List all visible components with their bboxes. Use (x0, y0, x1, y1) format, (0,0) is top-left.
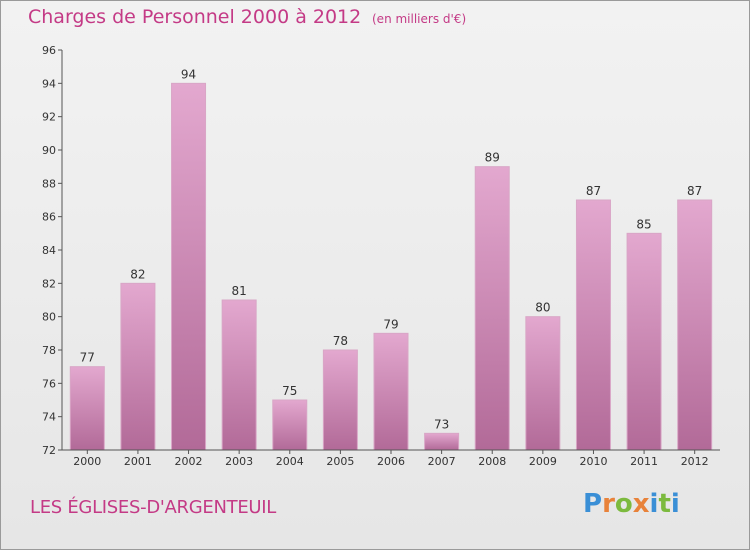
bar-2007 (424, 432, 460, 451)
x-tick-label-2004: 2004 (276, 455, 304, 468)
data-label-2009: 80 (535, 301, 550, 315)
y-tick-label: 82 (42, 277, 56, 290)
y-axis: 72 74 76 78 80 82 84 86 88 90 92 94 96 (42, 44, 63, 457)
bar-2012 (677, 199, 713, 451)
x-tick-label-2008: 2008 (478, 455, 506, 468)
y-tick-label: 88 (42, 177, 56, 190)
bar-2006 (373, 332, 409, 451)
logo-letter: r (602, 489, 615, 519)
x-tick-label-2011: 2011 (630, 455, 658, 468)
data-label-2005: 78 (333, 334, 348, 348)
bar-2000 (69, 366, 105, 451)
logo-letter: i (670, 489, 680, 519)
data-label-2002: 94 (181, 67, 196, 81)
place-name: LES ÉGLISES-D'ARGENTEUIL (30, 497, 277, 518)
data-label-2008: 89 (485, 151, 500, 165)
bar-2005 (322, 349, 358, 451)
logo-letter: i (649, 489, 659, 519)
x-tick-label-2001: 2001 (124, 455, 152, 468)
y-tick-label: 74 (42, 411, 56, 424)
data-label-2003: 81 (232, 284, 247, 298)
x-tick-label-2010: 2010 (579, 455, 607, 468)
bar-2003 (221, 299, 257, 451)
x-tick-label-2007: 2007 (428, 455, 456, 468)
y-tick-label: 96 (42, 44, 56, 57)
x-tick-label-2009: 2009 (529, 455, 557, 468)
data-label-2006: 79 (383, 317, 398, 331)
logo-letter: o (614, 489, 633, 519)
chart-title: Charges de Personnel 2000 à 2012 (28, 6, 362, 28)
x-tick-label-2006: 2006 (377, 455, 405, 468)
proxiti-logo[interactable]: Proxiti (583, 489, 680, 519)
bar-2004 (272, 399, 308, 451)
x-tick-label-2005: 2005 (326, 455, 354, 468)
y-tick-label: 80 (42, 311, 56, 324)
y-tick-label: 90 (42, 144, 56, 157)
data-label-2011: 85 (636, 217, 651, 231)
y-tick-label: 76 (42, 377, 56, 390)
y-tick-label: 94 (42, 77, 56, 90)
bar-series: 77 82 94 81 75 78 79 73 89 80 87 85 87 (69, 67, 713, 451)
x-tick-label-2003: 2003 (225, 455, 253, 468)
bar-2001 (120, 282, 156, 451)
y-tick-label: 86 (42, 211, 56, 224)
x-axis: 2000 2001 2002 2003 2004 2005 2006 2007 2008 2009… (62, 449, 720, 468)
y-tick-label: 84 (42, 244, 56, 257)
data-label-2000: 77 (80, 351, 95, 365)
x-tick-label-2002: 2002 (175, 455, 203, 468)
logo-letter: t (658, 489, 671, 519)
data-label-2010: 87 (586, 184, 601, 198)
bar-2002 (171, 82, 207, 451)
chart-subtitle: (en milliers d'€) (372, 12, 467, 26)
y-tick-label: 78 (42, 344, 56, 357)
logo-letter: x (632, 489, 650, 519)
data-label-2004: 75 (282, 384, 297, 398)
bar-2011 (626, 232, 662, 451)
bar-2010 (575, 199, 611, 451)
data-label-2007: 73 (434, 417, 449, 431)
y-tick-label: 92 (42, 111, 56, 124)
data-label-2012: 87 (687, 184, 702, 198)
data-label-2001: 82 (130, 267, 145, 281)
x-tick-label-2000: 2000 (73, 455, 101, 468)
logo-letter: P (583, 489, 603, 519)
x-tick-label-2012: 2012 (681, 455, 709, 468)
y-tick-label: 72 (42, 444, 56, 457)
bar-2008 (474, 166, 510, 451)
bar-2009 (525, 316, 561, 451)
